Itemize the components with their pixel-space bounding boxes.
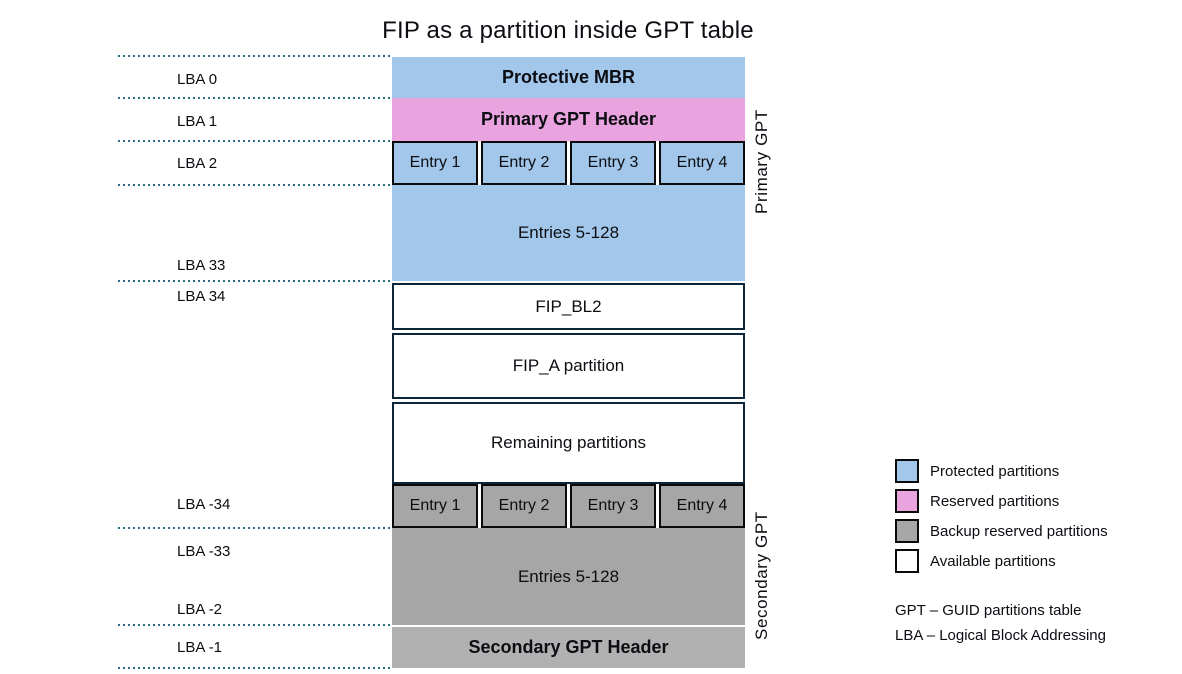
protected-partitions-swatch: [895, 459, 919, 483]
dotted-line-lba3-top: [118, 184, 392, 186]
primary-entry-2: Entry 2: [481, 141, 567, 185]
primary-entry-row: Entry 1 Entry 2 Entry 3 Entry 4: [392, 141, 745, 185]
dotted-line-lba1-top: [118, 97, 392, 99]
lba-label-n34: LBA -34: [177, 496, 231, 513]
lba-label-0: LBA 0: [177, 71, 218, 88]
dotted-line-bottom: [118, 667, 392, 669]
lba-label-33: LBA 33: [177, 257, 226, 274]
block-primary-entries-5-128: Entries 5-128: [392, 185, 745, 281]
legend-label: Backup reserved partitions: [930, 522, 1108, 540]
secondary-entry-3: Entry 3: [570, 484, 656, 528]
block-primary-gpt-header: Primary GPT Header: [392, 98, 745, 141]
available-partitions-swatch: [895, 549, 919, 573]
dotted-line-lba34-top: [118, 280, 392, 282]
primary-entry-4: Entry 4: [659, 141, 745, 185]
dotted-line-lba-1-top: [118, 624, 392, 626]
legend-row-available: Available partitions: [895, 549, 1108, 573]
side-label-primary-gpt: Primary GPT: [752, 109, 771, 215]
secondary-entry-row: Entry 1 Entry 2 Entry 3 Entry 4: [392, 484, 745, 528]
lba-abbreviation-note: LBA – Logical Block Addressing: [895, 627, 1106, 644]
legend-row-reserved: Reserved partitions: [895, 489, 1108, 513]
legend-label: Reserved partitions: [930, 492, 1060, 510]
secondary-entry-1: Entry 1: [392, 484, 478, 528]
block-remaining-partitions: Remaining partitions: [392, 402, 745, 484]
lba-label-n1: LBA -1: [177, 639, 223, 656]
block-fip-bl2: FIP_BL2: [392, 283, 745, 330]
reserved-partitions-swatch: [895, 489, 919, 513]
secondary-entry-4: Entry 4: [659, 484, 745, 528]
lba-label-n33: LBA -33: [177, 543, 231, 560]
legend-label: Available partitions: [930, 552, 1056, 570]
primary-entry-3: Entry 3: [570, 141, 656, 185]
dotted-line-lba0-top: [118, 55, 392, 57]
side-label-secondary-gpt: Secondary GPT: [752, 511, 771, 640]
abbreviation-notes: GPT – GUID partitions table LBA – Logica…: [895, 598, 1106, 648]
block-fip-a-partition: FIP_A partition: [392, 333, 745, 399]
legend-row-protected: Protected partitions: [895, 459, 1108, 483]
lba-label-n2: LBA -2: [177, 601, 223, 618]
legend-row-backup: Backup reserved partitions: [895, 519, 1108, 543]
primary-entry-1: Entry 1: [392, 141, 478, 185]
legend: Protected partitions Reserved partitions…: [895, 459, 1108, 579]
lba-label-1: LBA 1: [177, 113, 218, 130]
lba-label-34: LBA 34: [177, 288, 226, 305]
lba-label-2: LBA 2: [177, 155, 218, 172]
dotted-line-lba2-top: [118, 140, 392, 142]
dotted-line-lba-33-top: [118, 527, 392, 529]
secondary-entry-2: Entry 2: [481, 484, 567, 528]
block-protective-mbr: Protective MBR: [392, 57, 745, 98]
gpt-abbreviation-note: GPT – GUID partitions table: [895, 602, 1082, 619]
legend-label: Protected partitions: [930, 462, 1060, 480]
block-secondary-gpt-header: Secondary GPT Header: [392, 627, 745, 668]
diagram-title: FIP as a partition inside GPT table: [382, 17, 754, 44]
block-secondary-entries-5-128: Entries 5-128: [392, 528, 745, 625]
backup-reserved-partitions-swatch: [895, 519, 919, 543]
